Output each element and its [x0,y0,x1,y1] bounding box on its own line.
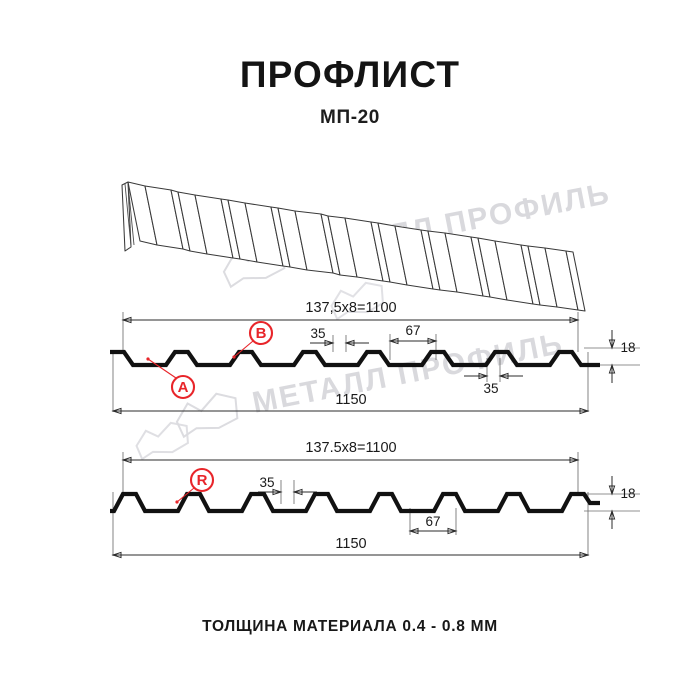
callout-a: A [146,357,196,400]
profile-section-top [110,349,600,368]
profile-section-bottom [110,491,600,514]
callout-b: B [232,320,274,359]
dim-flat-top-35: 35 [310,326,369,352]
isometric-view [121,181,586,312]
watermark-bottom-drawing [330,281,384,321]
dim-pitch-bottom-label: 137.5x8=1100 [305,440,396,456]
watermark-lower [135,421,189,461]
dim-valley-top-67-label: 67 [405,323,420,338]
callout-r: R [175,467,215,504]
drawing-top: 137,5x8=1100 1150 35 [110,300,640,415]
dim-flat-bottom-35-label: 35 [483,381,498,396]
dim-pitch-bottom: 137.5x8=1100 [121,440,580,464]
dim-valley-top-67: 67 [388,323,438,360]
dim-flat-top-35-label: 35 [310,326,325,341]
material-thickness-note: ТОЛЩИНА МАТЕРИАЛА 0.4 - 0.8 ММ [202,618,498,635]
title-block: ПРОФЛИСТ МП-20 [0,54,700,129]
product-model: МП-20 [320,106,380,128]
dim-flat-bottom-drawing-35: 35 [258,475,317,504]
drawing-bottom: 137.5x8=1100 1150 35 [110,440,640,559]
dim-overall-top-label: 1150 [335,392,366,408]
dim-flat-bottom-35: 35 [464,358,523,396]
dim-height-top-18-label: 18 [620,340,635,355]
dim-pitch-top-label: 137,5x8=1100 [305,300,396,316]
dim-overall-bottom-label: 1150 [335,536,366,552]
watermark-top-drawing: МЕТАЛЛ ПРОФИЛЬ [175,327,566,439]
page-title: ПРОФЛИСТ [239,54,461,95]
dim-height-top-18: 18 [584,330,640,383]
dim-pitch-top: 137,5x8=1100 [121,300,580,324]
dim-valley-bottom-67-label: 67 [425,514,440,529]
dim-overall-top: 1150 [111,392,590,415]
dim-height-bottom-18-label: 18 [620,486,635,501]
callout-a-label: A [178,379,189,396]
dim-flat-bottom-drawing-35-label: 35 [259,475,274,490]
dim-height-bottom-18: 18 [584,476,640,529]
callout-r-label: R [197,472,208,489]
callout-b-label: B [256,325,267,342]
dim-overall-bottom: 1150 [111,536,590,559]
